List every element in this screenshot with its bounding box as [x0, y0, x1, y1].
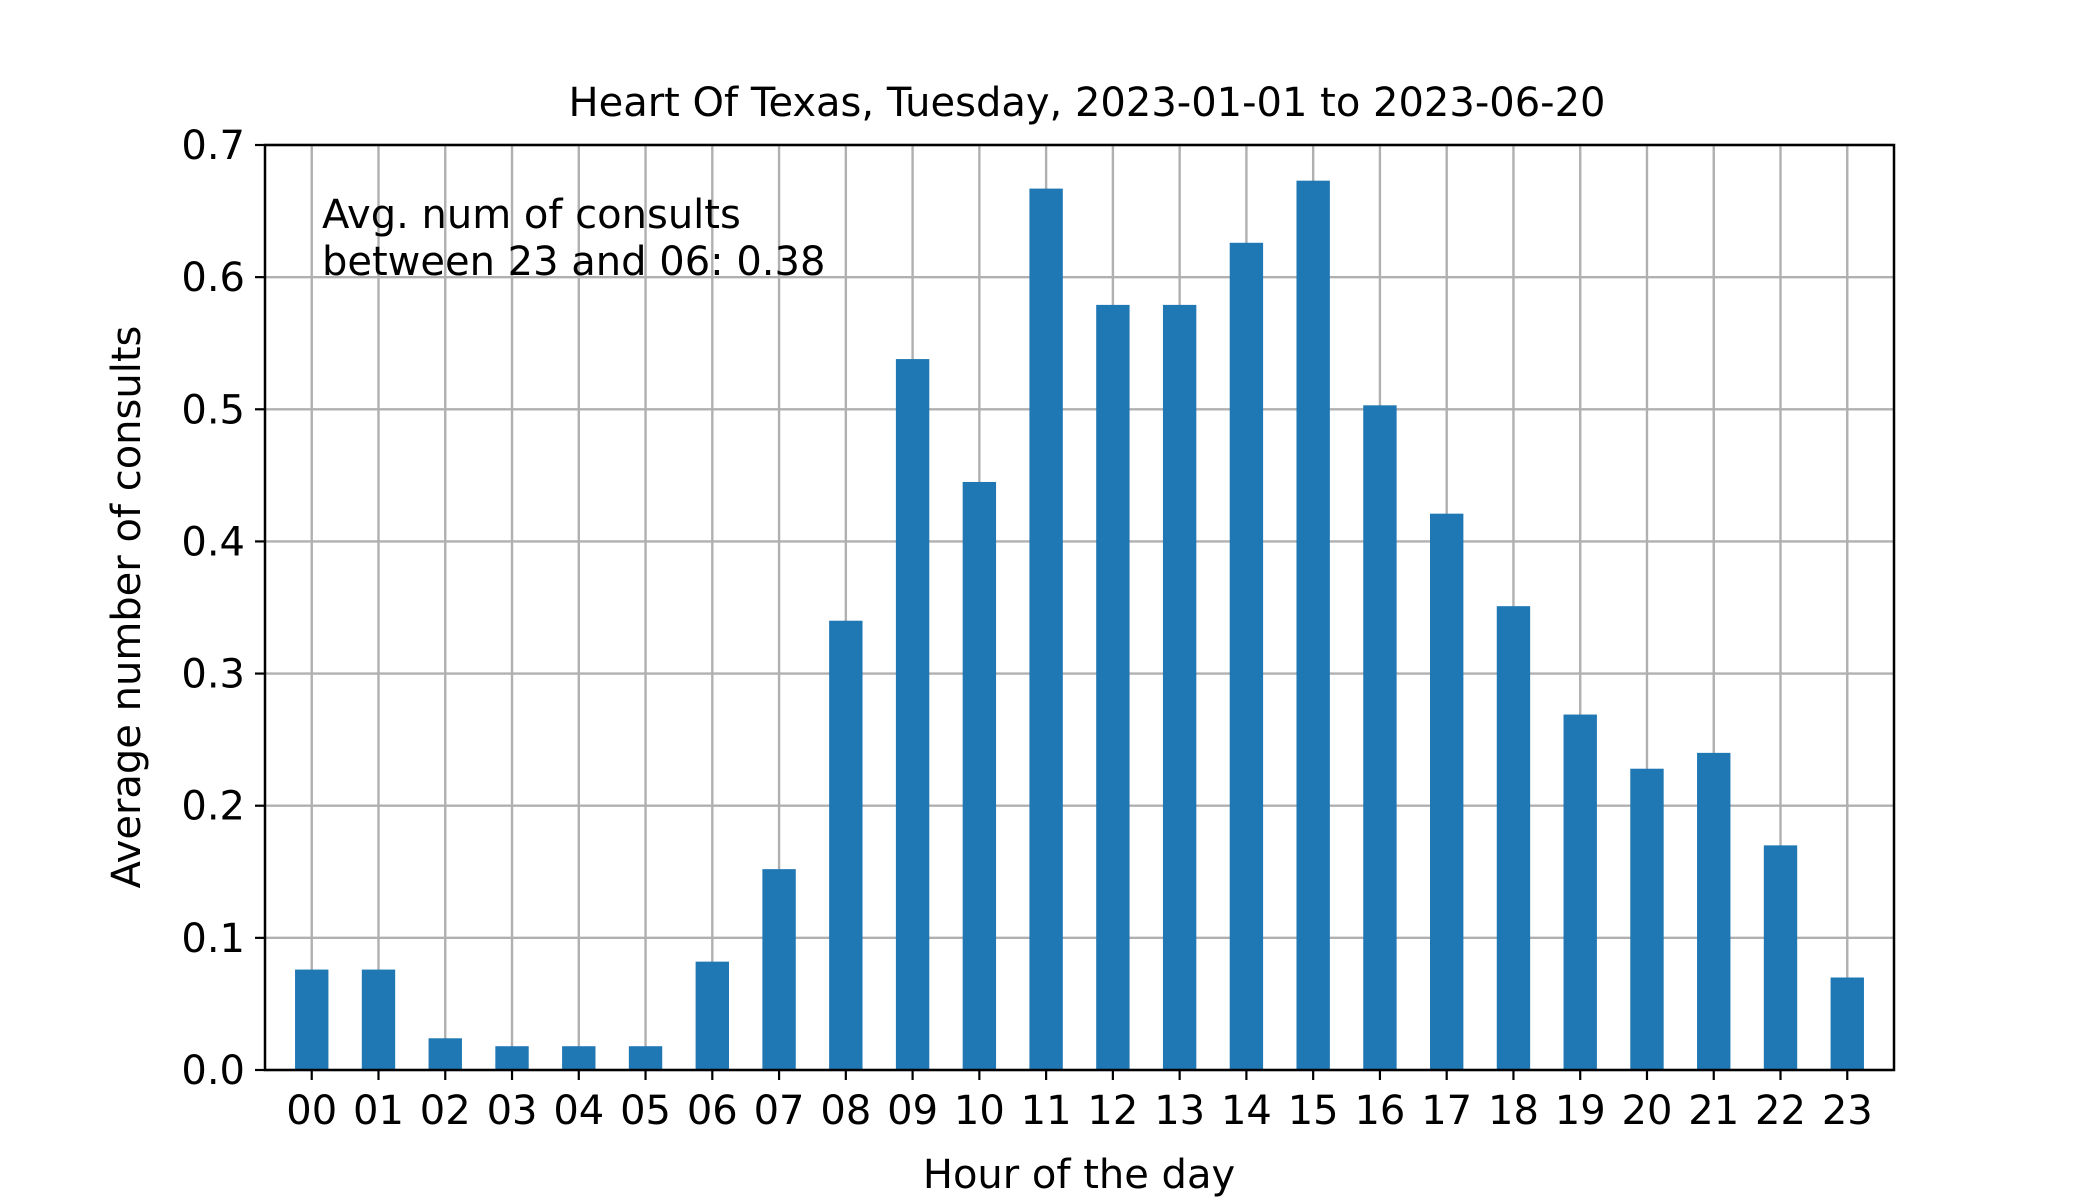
bar-07	[762, 869, 796, 1070]
x-tick-label: 03	[487, 1088, 538, 1134]
y-tick-label: 0.0	[181, 1048, 245, 1094]
chart-title: Heart Of Texas, Tuesday, 2023-01-01 to 2…	[569, 80, 1606, 126]
x-tick-label: 07	[754, 1088, 805, 1134]
bar-21	[1697, 752, 1731, 1070]
x-tick-label: 20	[1622, 1088, 1673, 1134]
x-tick-label: 17	[1421, 1088, 1472, 1134]
bar-19	[1563, 714, 1597, 1070]
x-axis-label: Hour of the day	[923, 1152, 1235, 1198]
bar-01	[361, 969, 396, 1070]
bar-17	[1430, 513, 1464, 1070]
y-tick-label: 0.5	[181, 387, 245, 433]
y-axis-label: Average number of consults	[104, 326, 150, 889]
x-tick-label: 19	[1555, 1088, 1606, 1134]
bar-02	[428, 1038, 462, 1070]
bar-15	[1296, 180, 1330, 1070]
y-axis-ticks: 0.0 0.1 0.2 0.3 0.4 0.5 0.6 0.7	[181, 123, 265, 1094]
x-tick-label: 02	[420, 1088, 471, 1134]
x-tick-label: 18	[1488, 1088, 1539, 1134]
bar-23	[1830, 977, 1864, 1070]
x-tick-label: 08	[820, 1088, 871, 1134]
bar-12	[1096, 304, 1130, 1071]
bar-06	[695, 961, 729, 1070]
bars	[295, 180, 1864, 1071]
x-axis-ticks: 00 01 02 03 04 05 06 07 08 09 10 11 12 13 14 15 16 17 18 19…	[286, 1070, 1873, 1134]
x-tick-label: 13	[1154, 1088, 1205, 1134]
bar-11	[1029, 188, 1063, 1070]
x-tick-label: 15	[1288, 1088, 1339, 1134]
bar-14	[1229, 242, 1264, 1071]
x-tick-label: 05	[620, 1088, 671, 1134]
x-tick-label: 22	[1755, 1088, 1806, 1134]
y-tick-label: 0.4	[181, 519, 245, 565]
x-tick-label: 21	[1688, 1088, 1739, 1134]
x-tick-label: 00	[286, 1088, 337, 1134]
y-tick-label: 0.2	[181, 784, 245, 830]
x-tick-label: 10	[954, 1088, 1005, 1134]
x-tick-label: 14	[1221, 1088, 1272, 1134]
bar-04	[562, 1046, 596, 1070]
x-tick-label: 06	[687, 1088, 738, 1134]
x-tick-label: 04	[553, 1088, 604, 1134]
annotation-line-1: Avg. num of consults	[322, 192, 741, 238]
y-tick-label: 0.3	[181, 652, 245, 698]
bar-03	[495, 1046, 529, 1070]
x-tick-label: 12	[1087, 1088, 1138, 1134]
y-tick-label: 0.6	[181, 255, 245, 301]
bar-00	[295, 969, 329, 1070]
bar-18	[1496, 606, 1531, 1070]
bar-22	[1763, 845, 1798, 1070]
x-tick-label: 11	[1021, 1088, 1072, 1134]
x-tick-label: 01	[353, 1088, 404, 1134]
bar-20	[1630, 768, 1664, 1070]
bar-09	[895, 359, 930, 1071]
x-tick-label: 16	[1354, 1088, 1405, 1134]
bar-13	[1162, 304, 1197, 1071]
x-tick-label: 09	[887, 1088, 938, 1134]
y-tick-label: 0.7	[181, 123, 245, 169]
annotation-line-2: between 23 and 06: 0.38	[322, 239, 825, 285]
annotation-text: Avg. num of consults between 23 and 06: …	[322, 192, 825, 285]
bar-08	[829, 620, 863, 1070]
bar-05	[628, 1046, 663, 1070]
bar-10	[962, 481, 997, 1070]
bar-16	[1363, 405, 1397, 1071]
x-tick-label: 23	[1822, 1088, 1873, 1134]
plot-frame	[263, 143, 1896, 1072]
y-tick-label: 0.1	[181, 916, 245, 962]
